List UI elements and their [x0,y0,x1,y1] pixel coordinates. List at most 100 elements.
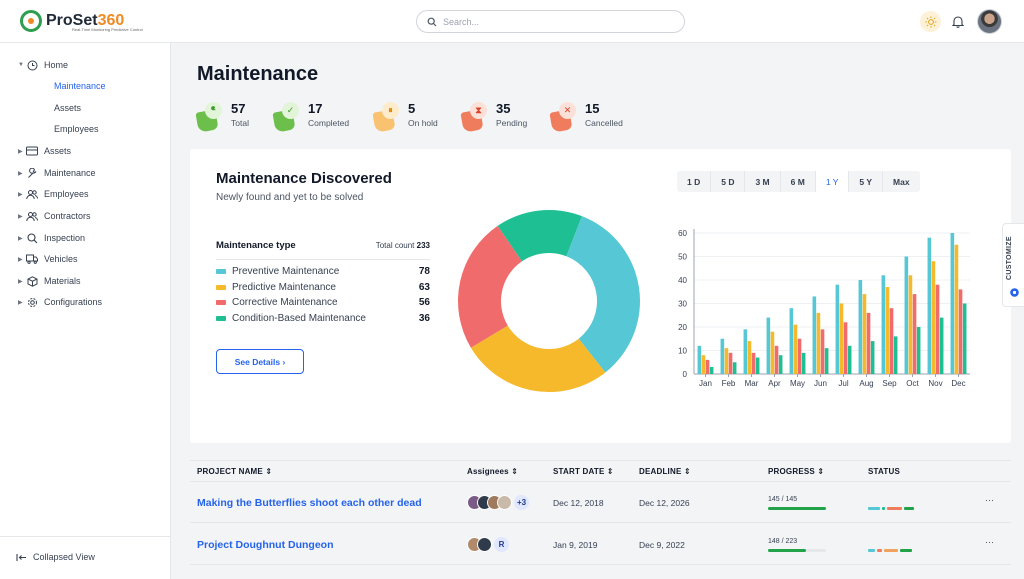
bar[interactable] [893,336,898,374]
bar[interactable] [866,312,871,374]
stat-cancelled[interactable]: ✕ 15 Cancelled [549,102,623,134]
sidebar-item-employees[interactable]: ▶ Employees [18,187,89,201]
collapse-view-button[interactable]: Collapsed View [16,552,95,562]
sidebar-item-vehicles[interactable]: ▶ Vehicles [18,252,78,266]
row-more-button[interactable]: ··· [985,537,994,547]
sidebar-subitem-maintenance[interactable]: Maintenance [54,81,106,91]
project-name-link[interactable]: Making the Butterflies shoot each other … [197,497,422,509]
row-more-button[interactable]: ··· [985,495,994,505]
bar[interactable] [958,289,963,374]
bar[interactable] [862,294,867,374]
customize-panel-tab[interactable]: CUSTOMIZE [1002,223,1024,307]
bar[interactable] [889,308,894,374]
donut-slice[interactable] [470,325,606,392]
range-tab-1d[interactable]: 1 D [677,171,712,192]
theme-toggle-button[interactable] [920,11,941,32]
range-tab-max[interactable]: Max [893,176,910,187]
bar[interactable] [931,261,936,374]
bar[interactable] [904,256,909,375]
stat-value: 5 [408,101,416,116]
range-tab-5y[interactable]: 5 Y [849,171,884,192]
stat-on-hold[interactable]: ⏸ 5 On hold [372,101,438,134]
bar[interactable] [793,324,798,374]
bar[interactable] [939,317,944,374]
bar[interactable] [747,341,752,374]
bar[interactable] [962,303,967,375]
col-progress[interactable]: PROGRESS ⇕ [768,467,825,476]
bar[interactable] [778,355,783,374]
collapse-view-label: Collapsed View [33,552,95,562]
stat-pending[interactable]: ⧗ 35 Pending [460,102,527,134]
sidebar-item-assets[interactable]: ▶ Assets [18,144,71,158]
avatar [477,537,492,552]
notifications-button[interactable] [949,12,967,30]
sidebar-item-maintenance[interactable]: ▶ Maintenance [18,166,96,180]
sidebar-subitem-assets[interactable]: Assets [54,103,82,113]
sidebar-item-home[interactable]: ▼ Home [18,58,68,72]
donut-slice[interactable] [458,225,522,348]
bar[interactable] [824,348,829,374]
assignee-avatars[interactable]: +3 [467,495,529,510]
bar[interactable] [701,355,706,374]
sidebar-item-configurations[interactable]: ▶ Configurations [18,295,102,309]
bar[interactable] [935,284,940,374]
sidebar-item-inspection[interactable]: ▶ Inspection [18,231,85,245]
see-details-button[interactable]: See Details › [216,349,304,374]
bar[interactable] [835,284,840,374]
col-start-date[interactable]: START DATE ⇕ [553,467,614,476]
bar[interactable] [705,359,710,374]
bar[interactable] [724,348,729,374]
bar[interactable] [870,341,875,374]
user-avatar[interactable] [977,9,1002,34]
project-name-link[interactable]: Project Doughnut Dungeon [197,539,334,551]
logo[interactable]: ProSet360 Real-Time Monitoring Predictiv… [20,10,143,32]
bar[interactable] [954,244,959,374]
sidebar-item-contractors[interactable]: ▶ Contractors [18,209,91,223]
bar[interactable] [789,308,794,374]
range-tab-5d[interactable]: 5 D [711,171,746,192]
range-tab-3m[interactable]: 3 M [745,171,781,192]
col-assignees[interactable]: Assignees ⇕ [467,467,519,476]
stat-completed[interactable]: ✓ 17 Completed [272,102,349,134]
bar[interactable] [766,317,771,374]
bar[interactable] [816,312,821,374]
bar[interactable] [709,366,714,374]
sidebar-item-materials[interactable]: ▶ Materials [18,274,81,288]
bar[interactable] [843,322,848,374]
bar[interactable] [927,237,932,374]
bar[interactable] [916,327,921,374]
bar[interactable] [908,275,913,374]
bar[interactable] [881,275,886,374]
bar[interactable] [728,352,733,374]
range-tab-6m[interactable]: 6 M [781,171,816,192]
bar[interactable] [858,280,863,374]
donut-slice[interactable] [566,216,640,373]
search-bar[interactable] [416,10,685,33]
bar[interactable] [720,338,725,374]
bar[interactable] [697,345,702,374]
bar[interactable] [751,352,756,374]
col-project-name[interactable]: PROJECT NAME ⇕ [197,467,273,476]
bar[interactable] [950,233,955,374]
bar[interactable] [885,287,890,374]
donut-slice[interactable] [497,210,582,262]
bar[interactable] [801,352,806,374]
bar[interactable] [743,329,748,374]
bar[interactable] [847,345,852,374]
range-tab-1y[interactable]: 1 Y [815,171,850,192]
bar[interactable] [812,296,817,374]
search-input[interactable] [443,16,663,27]
assignee-avatars[interactable]: R [467,537,509,552]
sidebar-subitem-employees[interactable]: Employees [54,124,99,134]
bar[interactable] [774,345,779,374]
bar[interactable] [912,294,917,374]
bar[interactable] [797,338,802,374]
bar[interactable] [820,329,825,374]
col-deadline[interactable]: DEADLINE ⇕ [639,467,691,476]
bar[interactable] [732,362,737,374]
bar[interactable] [839,303,844,375]
bar[interactable] [755,357,760,374]
chevron-right-icon: ▶ [18,235,23,242]
bar[interactable] [770,331,775,374]
stat-total[interactable]: 57 Total [195,102,249,134]
